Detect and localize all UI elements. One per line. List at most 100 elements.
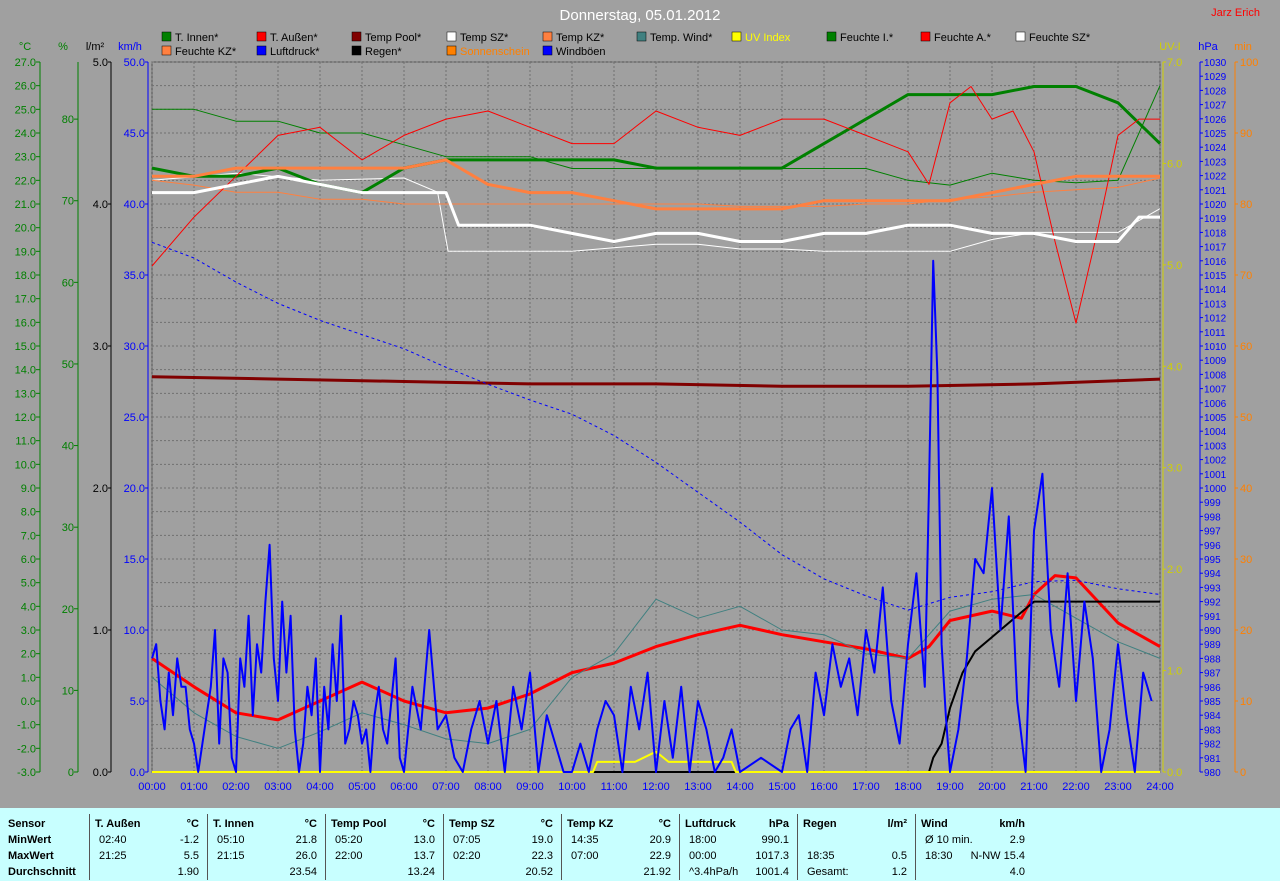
series-line-tempkz xyxy=(151,177,1161,207)
tick-label-celsius: 16.0 xyxy=(15,317,36,329)
tick-label-pressure: 982 xyxy=(1204,740,1221,751)
tick-label-celsius: 4.0 xyxy=(21,601,36,613)
stats-row: 00:00 1017.3 xyxy=(685,848,797,864)
tick-label-wind: 40.0 xyxy=(124,199,145,211)
x-tick-label: 23:00 xyxy=(1104,781,1132,793)
tick-label-minutes: 0 xyxy=(1240,767,1246,779)
series-line-temppool xyxy=(151,375,1161,388)
legend-label: UV Index xyxy=(745,32,791,44)
stats-column-header: Temp KZ °C xyxy=(567,816,679,832)
tick-label-pressure: 1002 xyxy=(1204,456,1227,467)
tick-label-percent: 40 xyxy=(62,441,74,453)
tick-label-pressure: 986 xyxy=(1204,683,1221,694)
tick-label-pressure: 1027 xyxy=(1204,101,1227,112)
stats-time: 05:10 xyxy=(217,834,245,846)
x-tick-label: 00:00 xyxy=(138,781,166,793)
tick-label-minutes: 60 xyxy=(1240,341,1252,353)
tick-label-pressure: 1006 xyxy=(1204,399,1227,410)
tick-label-rain: 3.0 xyxy=(93,341,108,353)
stats-unit: °C xyxy=(304,818,317,830)
legend-label: Feuchte SZ* xyxy=(1029,32,1091,44)
tick-label-celsius: 24.0 xyxy=(15,128,36,140)
legend-swatch xyxy=(446,45,457,56)
stats-time: 18:30 xyxy=(925,850,953,862)
legend-label: T. Innen* xyxy=(175,32,219,44)
legend-swatch xyxy=(351,31,362,42)
series-line-feuchtesz xyxy=(152,174,1160,243)
tick-label-pressure: 1010 xyxy=(1204,342,1227,353)
tick-label-pressure: 1008 xyxy=(1204,370,1227,381)
tick-label-celsius: 12.0 xyxy=(15,412,36,424)
stats-sensor-name: T. Außen xyxy=(95,818,141,830)
stats-time: 02:20 xyxy=(453,850,481,862)
stats-value: 22.9 xyxy=(649,850,671,862)
legend-swatch xyxy=(161,45,172,56)
stats-time: 14:35 xyxy=(571,834,599,846)
tick-label-wind: 15.0 xyxy=(124,554,145,566)
tick-label-celsius: 19.0 xyxy=(15,246,36,258)
stats-column-header: Temp SZ °C xyxy=(449,816,561,832)
tick-label-minutes: 70 xyxy=(1240,270,1252,282)
x-tick-label: 20:00 xyxy=(978,781,1006,793)
stats-column: T. Innen °C 05:10 21.8 21:15 26.0 23.54 xyxy=(213,816,325,880)
tick-label-pressure: 1020 xyxy=(1204,200,1227,211)
stats-value: 13.24 xyxy=(407,866,435,878)
tick-label-wind: 0.0 xyxy=(130,767,145,779)
tick-label-pressure: 1029 xyxy=(1204,72,1227,83)
stats-column-header: Temp Pool °C xyxy=(331,816,443,832)
stats-column: Regen l/m² 18:35 0.5 Gesamt: 1.2 xyxy=(803,816,915,880)
tick-label-percent: 50 xyxy=(62,359,74,371)
stats-row: 14:35 20.9 xyxy=(567,832,679,848)
tick-label-pressure: 1017 xyxy=(1204,243,1227,254)
stats-unit: km/h xyxy=(999,818,1025,830)
tick-label-celsius: 1.0 xyxy=(21,672,36,684)
tick-label-pressure: 1028 xyxy=(1204,86,1227,97)
stats-time: 21:25 xyxy=(99,850,127,862)
tick-label-pressure: 996 xyxy=(1204,541,1221,552)
stats-value: 1001.4 xyxy=(755,866,789,878)
tick-label-celsius: 15.0 xyxy=(15,341,36,353)
tick-label-pressure: 1007 xyxy=(1204,385,1227,396)
stats-value: N-NW 15.4 xyxy=(970,850,1025,862)
author-label: Jarz Erich xyxy=(1211,7,1260,19)
stats-row: 18:30 N-NW 15.4 xyxy=(921,848,1033,864)
tick-label-pressure: 1024 xyxy=(1204,143,1227,154)
tick-label-celsius: 17.0 xyxy=(15,294,36,306)
x-tick-label: 06:00 xyxy=(390,781,418,793)
tick-label-pressure: 1025 xyxy=(1204,129,1227,140)
tick-label-minutes: 50 xyxy=(1240,412,1252,424)
stats-row: 20.52 xyxy=(449,864,561,880)
stats-column-separator xyxy=(443,814,444,880)
tick-label-minutes: 90 xyxy=(1240,128,1252,140)
row-label-max: MaxWert xyxy=(8,850,54,862)
stats-sensor-name: Temp Pool xyxy=(331,818,387,830)
stats-row: Ø 10 min. 2.9 xyxy=(921,832,1033,848)
tick-label-uv: 0.0 xyxy=(1167,767,1182,779)
tick-label-percent: 70 xyxy=(62,196,74,208)
stats-time: Gesamt: xyxy=(807,866,849,878)
series-line-tempwind xyxy=(151,594,1161,749)
stats-row: 02:40 -1.2 xyxy=(95,832,207,848)
stats-row: 22:00 13.7 xyxy=(331,848,443,864)
tick-label-pressure: 999 xyxy=(1204,498,1221,509)
axis-unit-wind: km/h xyxy=(118,41,142,53)
stats-sensor-name: Temp SZ xyxy=(449,818,495,830)
x-tick-label: 16:00 xyxy=(810,781,838,793)
stats-sensor-name: Luftdruck xyxy=(685,818,736,830)
series-line-windben xyxy=(151,259,1153,773)
stats-row: 23.54 xyxy=(213,864,325,880)
stats-time: 07:00 xyxy=(571,850,599,862)
tick-label-pressure: 980 xyxy=(1204,768,1221,779)
stats-row: 21:25 5.5 xyxy=(95,848,207,864)
stats-row: 4.0 xyxy=(921,864,1033,880)
legend-swatch xyxy=(256,31,267,42)
series-line-uvindex xyxy=(152,750,1160,773)
stats-column-header: Regen l/m² xyxy=(803,816,915,832)
tick-label-pressure: 998 xyxy=(1204,512,1221,523)
weather-chart: Donnerstag, 05.01.2012 Jarz Erich T. Innen… xyxy=(15,7,1260,793)
tick-label-pressure: 981 xyxy=(1204,754,1221,765)
x-tick-label: 22:00 xyxy=(1062,781,1090,793)
tick-label-celsius: 23.0 xyxy=(15,152,36,164)
axis-unit-percent: % xyxy=(58,41,68,53)
stats-value: 26.0 xyxy=(295,850,317,862)
